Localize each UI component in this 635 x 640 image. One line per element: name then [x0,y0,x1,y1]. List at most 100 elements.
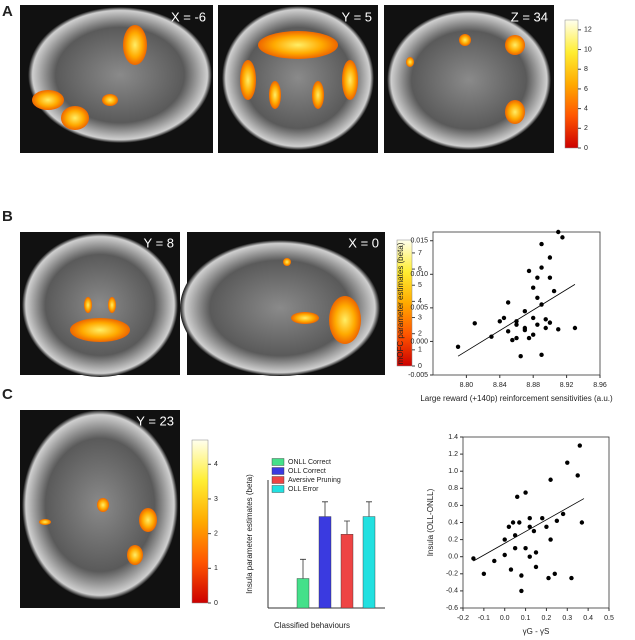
x-tick-label: 8.92 [560,382,574,389]
x-tick-label: 0.0 [500,615,510,622]
error-bar [344,520,350,535]
y-tick-label: 0.4 [448,519,458,526]
point [548,537,553,542]
point [552,571,557,576]
y-tick-label: 0.000 [410,338,428,345]
plot-frame [432,231,601,376]
point [535,322,540,327]
colorbar-tick-label: 4 [584,105,588,112]
point [556,229,561,235]
legend-label: OLL Correct [288,468,326,475]
image-label: Y = 5 [342,9,372,24]
point [551,288,557,294]
point [547,275,553,280]
colorbar-tick-label: 0 [214,600,218,607]
x-tick-label: 8.80 [460,382,474,389]
point [497,319,502,324]
point [455,344,461,350]
brain-image: Z = 34 [384,5,554,153]
x-tick-label: -0.2 [457,615,469,622]
point [546,575,551,581]
point [565,460,570,465]
colorbar-tick-label: 3 [214,496,218,503]
x-tick-label: 0.1 [521,615,531,622]
colorbar-tick-label: 2 [418,331,422,338]
point [543,317,548,322]
point [522,309,528,314]
error-bar [300,558,306,579]
image-label: Y = 8 [144,235,174,250]
bar [362,516,376,609]
point [560,511,566,517]
y-tick-label: 0.0 [448,554,458,561]
bar [296,578,310,609]
bar [318,516,332,609]
point [502,537,507,542]
x-tick-label: 0.4 [583,615,593,622]
y-tick-label: -0.2 [446,571,458,578]
point [569,575,574,581]
x-tick-label: -0.1 [478,615,490,622]
x-axis-label: Large reward (+140p) reinforcement sensi… [420,394,613,403]
image-label: X = 0 [348,235,379,250]
point [539,352,544,358]
point [519,573,524,578]
colorbar-tick-label: 0 [584,145,588,152]
point [547,320,553,325]
colorbar-tick-label: 12 [584,27,592,34]
point [508,567,514,572]
point [535,295,540,300]
colorbar-tick-label: 3 [418,314,422,321]
brain-image: X = -6 [20,5,213,153]
x-tick-label: 8.96 [593,382,607,389]
legend-label: Aversive Pruning [288,477,341,484]
y-tick-label: 0.005 [410,305,428,312]
point [510,520,516,525]
colorbar [396,239,413,367]
brain-image: Y = 5 [218,5,378,153]
point [577,443,582,448]
point [535,275,540,280]
point [519,588,524,594]
legend-label: ONLL Correct [288,459,331,466]
point [523,545,528,551]
colorbar-tick-label: 1 [418,347,422,354]
error-bar [322,501,328,517]
point [533,550,539,555]
point [526,335,532,341]
point [539,265,544,270]
point [523,490,528,495]
point [579,520,585,525]
y-tick-label: 0.2 [448,536,458,543]
y-tick-label: 1.4 [448,434,458,441]
point [517,520,522,525]
y-tick-label: 0.8 [448,485,458,492]
point [515,494,520,500]
point [527,554,532,559]
colorbar-tick-label: 1 [214,565,218,572]
point [575,473,580,478]
point [526,268,532,274]
point [556,327,561,332]
x-tick-label: 0.5 [604,615,614,622]
point [554,518,560,523]
y-axis-label: mOFC parameter estimates (beta) [396,242,405,364]
point [560,235,565,240]
x-tick-label: 0.3 [562,615,572,622]
y-tick-label: 1.2 [448,451,458,458]
brain-image: Y = 23 [20,410,180,608]
point [539,241,544,247]
point [481,571,487,576]
colorbar-tick-label: 2 [584,125,588,132]
panel-label: A [2,3,13,20]
point [506,524,512,529]
colorbar-tick-label: 7 [418,250,422,257]
colorbar-tick-label: 10 [584,46,592,53]
x-tick-label: 8.88 [526,382,540,389]
y-tick-label: 1.0 [448,468,458,475]
x-axis-label: γG - γS [523,627,550,636]
point [510,337,515,343]
brain-image: Y = 8 [20,232,180,377]
point [540,516,545,521]
